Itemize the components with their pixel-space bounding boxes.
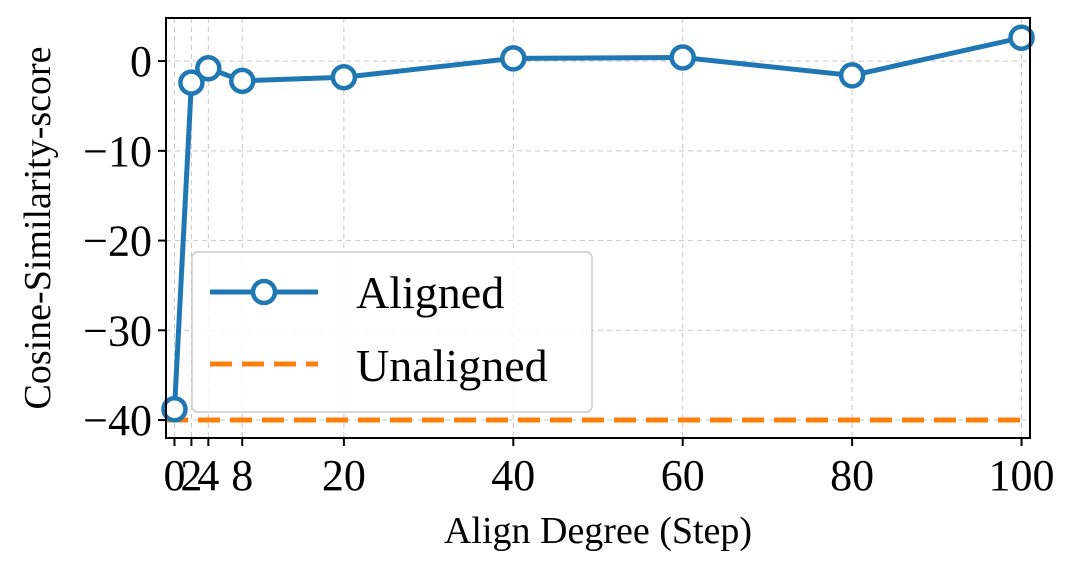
legend: Aligned Unaligned xyxy=(191,251,593,413)
y-tick-label: −30 xyxy=(83,306,152,355)
y-tick-label: −20 xyxy=(83,217,152,266)
x-tick-label: 4 xyxy=(197,451,219,500)
y-tick-label: −40 xyxy=(83,396,152,445)
data-point-aligned xyxy=(500,45,527,72)
x-axis-label: Align Degree (Step) xyxy=(444,510,752,552)
y-tick-label: −10 xyxy=(83,127,152,176)
y-tick-label: 0 xyxy=(130,37,152,86)
y-axis-label: Cosine-Similarity-score xyxy=(17,46,59,409)
x-tick-label: 100 xyxy=(989,451,1055,500)
data-point-aligned xyxy=(161,396,188,423)
x-tick-label: 0 xyxy=(163,451,185,500)
data-point-aligned xyxy=(228,67,256,95)
x-tick-label: 60 xyxy=(661,451,705,500)
plot-frame xyxy=(165,17,1031,439)
data-point-aligned xyxy=(669,44,696,71)
plot-series xyxy=(161,24,1035,423)
data-point-aligned xyxy=(1008,24,1035,51)
x-tick-label: 80 xyxy=(830,451,874,500)
legend-marker-aligned xyxy=(250,278,278,306)
legend-label-unaligned: Unaligned xyxy=(356,340,548,391)
x-tick-label: 20 xyxy=(322,451,366,500)
data-point-aligned xyxy=(330,63,358,91)
x-tick-label: 2 xyxy=(180,451,202,500)
legend-label-aligned: Aligned xyxy=(356,267,504,318)
data-point-aligned xyxy=(838,62,866,89)
data-point-aligned xyxy=(178,69,205,96)
data-point-aligned xyxy=(195,55,222,82)
x-tick-label: 40 xyxy=(491,451,535,500)
x-tick-label: 8 xyxy=(231,451,253,500)
